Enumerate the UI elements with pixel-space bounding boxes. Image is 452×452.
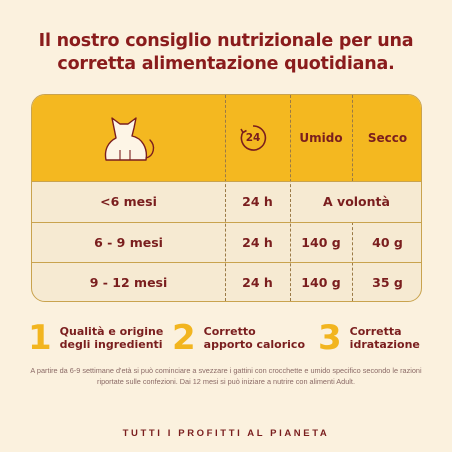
feature-line-1: Corretto xyxy=(203,325,256,338)
feature-line-1: Qualità e origine xyxy=(59,325,164,338)
row-divider xyxy=(32,262,421,263)
column-divider xyxy=(352,222,353,301)
feature-3: 3 Corretta idratazione xyxy=(318,320,420,356)
table-row-wet: 140 g xyxy=(301,234,341,250)
table-row-wet: 140 g xyxy=(301,275,341,290)
title-line-1: Il nostro consiglio nutrizionale per una xyxy=(38,31,414,51)
row-divider xyxy=(32,181,421,182)
feeding-note: A partire da 6-9 settimane d'età si può … xyxy=(30,366,422,386)
feature-2: 2 Corretto apporto calorico xyxy=(172,320,305,356)
clock-label: 24 xyxy=(245,132,261,144)
table-row-dry: 40 g xyxy=(372,234,403,250)
feature-number: 1 xyxy=(28,318,52,358)
feature-text: Corretto apporto calorico xyxy=(204,325,305,351)
table-row-age: 6 - 9 mesi xyxy=(94,234,163,250)
feature-1: 1 Qualità e origine degli ingredienti xyxy=(28,320,163,356)
table-row-age: 9 - 12 mesi xyxy=(89,275,168,290)
nutrition-table: 24 Umido Secco <6 mesi 24 h A volontà 6 … xyxy=(31,94,422,302)
header-dry: Secco xyxy=(367,131,408,145)
table-row-combined: A volontà xyxy=(323,194,390,209)
feature-line-2: degli ingredienti xyxy=(59,338,163,351)
feature-text: Corretta idratazione xyxy=(350,325,420,351)
footer-tagline: TUTTI I PROFITTI AL PIANETA xyxy=(122,428,330,439)
feature-text: Qualità e origine degli ingredienti xyxy=(60,325,164,351)
cat-icon xyxy=(104,117,155,161)
feature-line-2: idratazione xyxy=(349,338,420,351)
feature-number: 2 xyxy=(172,318,196,358)
column-divider xyxy=(352,95,353,181)
row-divider xyxy=(32,222,421,223)
table-row-time: 24 h xyxy=(242,194,273,209)
column-divider xyxy=(290,95,291,301)
table-header: 24 Umido Secco xyxy=(32,95,421,181)
table-row-age: <6 mesi xyxy=(100,194,157,209)
table-row-time: 24 h xyxy=(242,234,273,250)
header-wet: Umido xyxy=(299,131,343,145)
column-divider xyxy=(225,95,226,301)
feature-line-1: Corretta xyxy=(349,325,402,338)
page-title: Il nostro consiglio nutrizionale per una… xyxy=(0,30,452,76)
title-line-2: corretta alimentazione quotidiana. xyxy=(57,54,395,74)
feature-number: 3 xyxy=(318,318,342,358)
feature-line-2: apporto calorico xyxy=(203,338,306,351)
table-row-time: 24 h xyxy=(242,275,273,290)
24h-clock-icon: 24 xyxy=(238,123,268,153)
table-row-dry: 35 g xyxy=(372,275,403,290)
